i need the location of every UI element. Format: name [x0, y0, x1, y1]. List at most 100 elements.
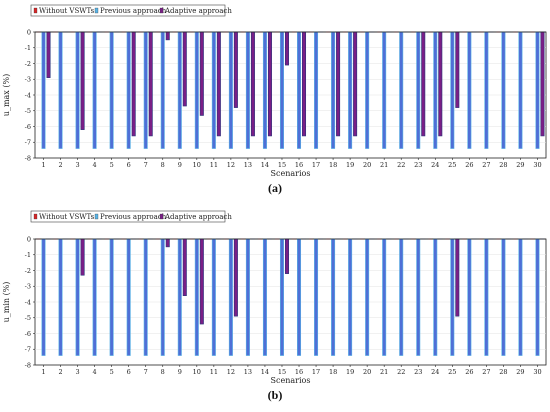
x-tick-label: 29: [516, 368, 524, 376]
x-tick-label: 12: [227, 161, 235, 169]
x-tick-label: 20: [363, 161, 371, 169]
legend-swatch-adaptive-approach: [159, 213, 164, 220]
x-tick-label: 22: [397, 161, 405, 169]
x-tick-label: 21: [380, 161, 388, 169]
x-tick-label: 16: [295, 368, 303, 376]
x-tick-label: 19: [346, 161, 354, 169]
bar-adaptive-approach: [182, 238, 187, 297]
bar-previous-approach: [262, 31, 267, 149]
x-tick-label: 18: [329, 161, 337, 169]
legend-swatch-without-vswts: [33, 213, 38, 220]
bar-previous-approach: [245, 31, 250, 149]
y-axis-title: u_min (%): [2, 282, 11, 323]
x-tick-label: 1: [41, 161, 45, 169]
bar-adaptive-approach: [250, 31, 255, 137]
y-tick-label: -7: [25, 139, 31, 147]
y-tick-label: -1: [25, 251, 31, 259]
x-tick-label: 30: [533, 368, 541, 376]
legend-swatch-without-vswts: [33, 7, 38, 14]
bar-previous-approach: [535, 31, 540, 149]
bar-previous-approach: [194, 238, 199, 356]
x-tick-label: 22: [397, 368, 405, 376]
bar-previous-approach: [331, 238, 336, 356]
bar-previous-approach: [365, 238, 370, 356]
bar-adaptive-approach: [165, 31, 170, 41]
bar-previous-approach: [41, 31, 46, 149]
x-tick-label: 10: [193, 161, 201, 169]
x-tick-label: 12: [227, 368, 235, 376]
x-tick-label: 19: [346, 368, 354, 376]
x-tick-label: 28: [499, 161, 507, 169]
bar-previous-approach: [262, 238, 267, 356]
bar-previous-approach: [160, 31, 165, 149]
x-tick-label: 9: [178, 368, 182, 376]
bar-previous-approach: [501, 238, 506, 356]
x-tick-label: 2: [58, 161, 62, 169]
x-tick-label: 3: [76, 161, 80, 169]
bar-previous-approach: [314, 238, 319, 356]
y-tick-label: -3: [25, 76, 31, 84]
bar-previous-approach: [382, 238, 387, 356]
x-axis-title: Scenarios: [271, 169, 311, 178]
x-tick-label: 1: [41, 368, 45, 376]
bar-adaptive-approach: [199, 31, 204, 116]
bar-previous-approach: [416, 31, 421, 149]
chart-b: 0-1-2-3-4-5-6-7-81 2 3 4 5 6 7 8 9 10 11 12 13 14 15 16…: [2, 210, 547, 385]
x-tick-label: 14: [261, 161, 269, 169]
caption-b: (b): [267, 388, 283, 402]
legend-label: Previous approach: [100, 213, 167, 221]
bar-adaptive-approach: [233, 31, 238, 108]
bar-previous-approach: [41, 238, 46, 356]
bar-previous-approach: [535, 238, 540, 356]
x-tick-label: 27: [482, 161, 490, 169]
y-tick-label: -6: [25, 330, 31, 338]
x-tick-label: 11: [210, 368, 218, 376]
bar-previous-approach: [211, 31, 216, 149]
bar-adaptive-approach: [80, 31, 85, 130]
bar-previous-approach: [92, 31, 97, 149]
legend-box: [30, 210, 226, 223]
x-tick-label: 11: [210, 161, 218, 169]
bar-previous-approach: [399, 238, 404, 356]
x-tick-label: 4: [93, 161, 97, 169]
x-tick-label: 23: [414, 161, 422, 169]
bar-previous-approach: [58, 31, 63, 149]
bar-previous-approach: [297, 31, 302, 149]
x-tick-label: 8: [161, 161, 165, 169]
caption-a: (a): [268, 181, 282, 195]
x-tick-label: 24: [431, 161, 439, 169]
bar-previous-approach: [467, 238, 472, 356]
y-tick-label: -4: [25, 91, 31, 99]
x-tick-label: 18: [329, 368, 337, 376]
y-tick-label: 0: [27, 28, 31, 36]
x-tick-label: 3: [76, 368, 80, 376]
bar-adaptive-approach: [131, 31, 136, 137]
bar-adaptive-approach: [284, 238, 289, 274]
x-tick-label: 6: [127, 368, 131, 376]
legend-swatch-adaptive-approach: [159, 7, 164, 14]
bar-previous-approach: [143, 31, 148, 149]
bar-previous-approach: [467, 31, 472, 149]
y-tick-label: -6: [25, 123, 31, 131]
bar-adaptive-approach: [199, 238, 204, 325]
bar-previous-approach: [75, 31, 80, 149]
bar-previous-approach: [109, 31, 114, 149]
bar-adaptive-approach: [302, 31, 307, 137]
bar-previous-approach: [399, 31, 404, 149]
bar-adaptive-approach: [353, 31, 358, 137]
x-tick-label: 14: [261, 368, 269, 376]
bar-adaptive-approach: [233, 238, 238, 317]
bar-adaptive-approach: [540, 31, 545, 137]
bar-previous-approach: [416, 238, 421, 356]
x-tick-label: 4: [93, 368, 97, 376]
legend-label: Without VSWTs: [39, 213, 95, 221]
legend-swatch-previous-approach: [94, 213, 99, 220]
bar-adaptive-approach: [438, 31, 443, 137]
x-tick-label: 17: [312, 368, 320, 376]
x-axis-title: Scenarios: [271, 376, 311, 385]
bar-previous-approach: [279, 238, 284, 356]
legend-label: Adaptive approach: [164, 213, 232, 221]
bar-adaptive-approach: [421, 31, 426, 137]
x-tick-label: 6: [127, 161, 131, 169]
